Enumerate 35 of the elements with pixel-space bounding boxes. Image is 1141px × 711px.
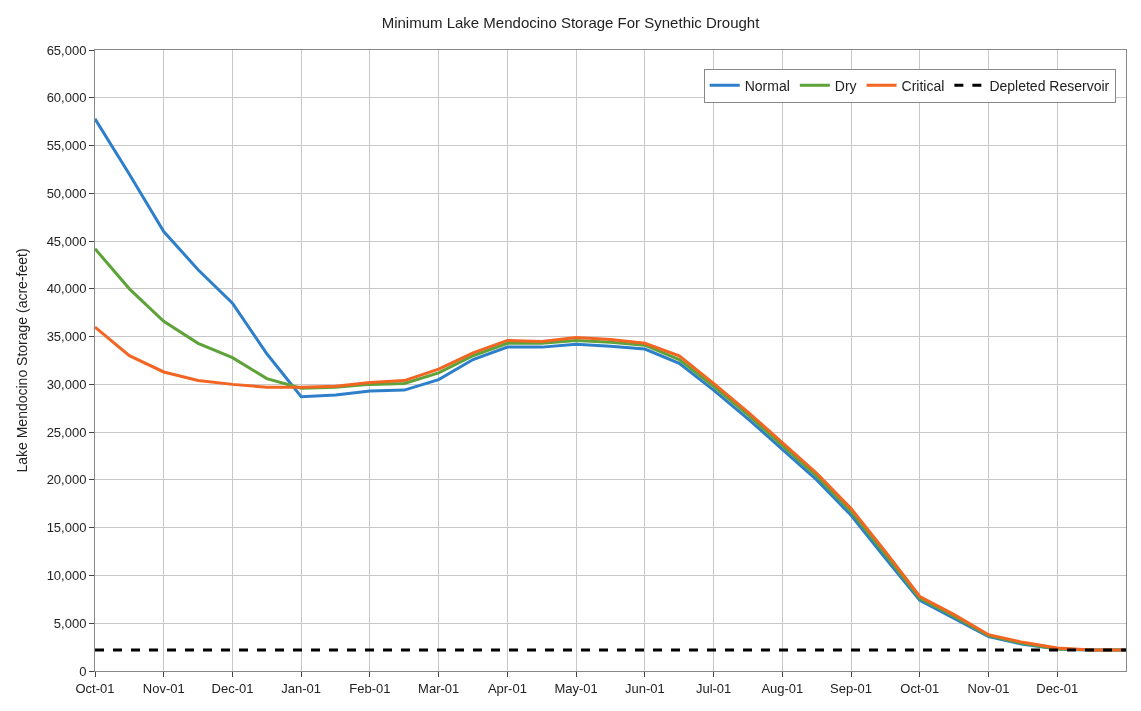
y-tick-label: 10,000 [46,568,87,584]
x-tick-label: Apr-01 [487,680,527,696]
y-tick-label: 20,000 [46,472,87,488]
x-tick-label: Dec-01 [1036,680,1079,696]
y-tick-label: 55,000 [46,138,87,154]
x-tick-label: Oct-01 [900,680,940,696]
legend-label: Dry [834,77,857,94]
x-tick-label: Sep-01 [830,680,873,696]
y-tick-label: 40,000 [46,281,87,297]
x-tick-label: Oct-01 [75,680,115,696]
y-tick-label: 25,000 [46,424,87,440]
y-tick-label: 0 [79,663,87,679]
legend-label: Normal [744,77,790,94]
x-tick-label: Mar-01 [418,680,460,696]
x-tick-label: Aug-01 [761,680,804,696]
y-tick-label: 60,000 [46,90,87,106]
x-tick-label: Jan-01 [281,680,322,696]
y-tick-label: 45,000 [46,233,87,249]
y-axis-title: Lake Mendocino Storage (acre-feet) [14,248,31,473]
x-tick-label: Dec-01 [211,680,254,696]
x-tick-label: Nov-01 [967,680,1010,696]
y-tick-label: 50,000 [46,185,87,201]
legend-label: Critical [901,77,945,94]
x-tick-label: Jul-01 [695,680,732,696]
legend-label: Depleted Reservoir [989,77,1110,94]
y-tick-label: 5,000 [53,615,87,631]
y-tick-label: 35,000 [46,329,87,345]
x-tick-label: Jun-01 [624,680,665,696]
x-tick-label: Nov-01 [142,680,185,696]
y-tick-label: 15,000 [46,520,87,536]
y-tick-label: 30,000 [46,376,87,392]
x-tick-label: Feb-01 [349,680,391,696]
chart-title: Minimum Lake Mendocino Storage For Synethic Drought [381,14,761,32]
y-tick-label: 65,000 [46,42,87,58]
x-tick-label: May-01 [554,680,598,696]
